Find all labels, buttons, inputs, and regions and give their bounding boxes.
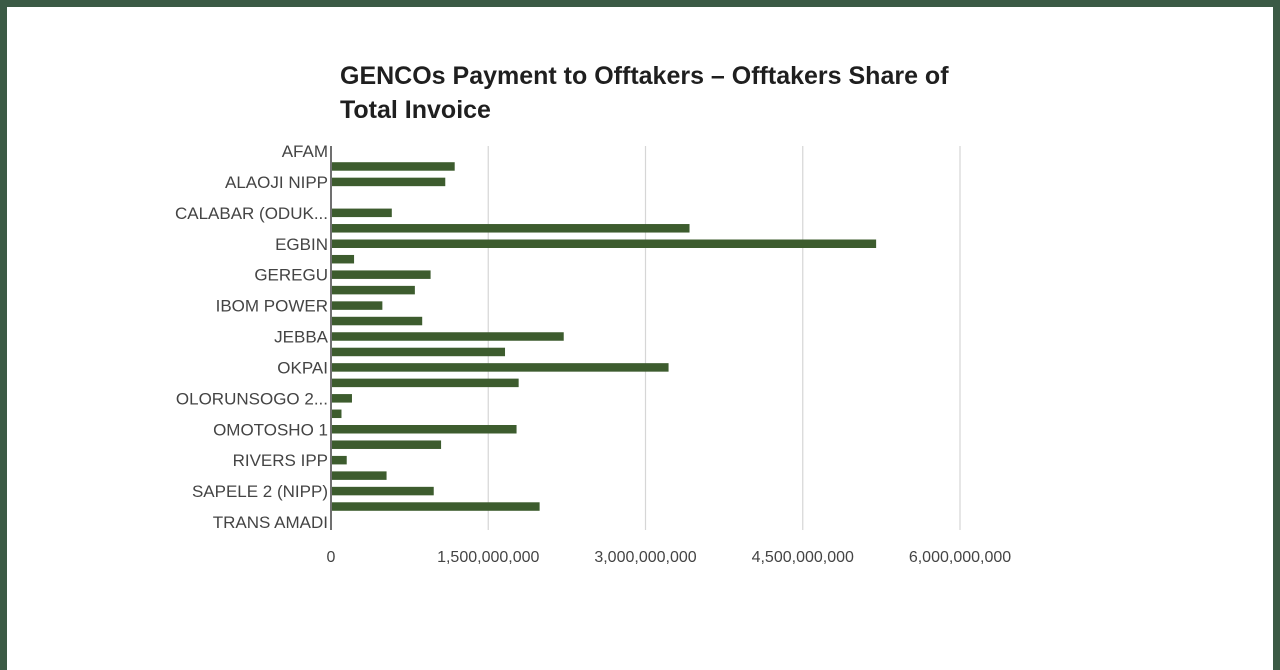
bars (332, 162, 877, 511)
bar (332, 208, 392, 218)
bar (332, 378, 519, 388)
x-tick-label: 1,500,000,000 (437, 549, 539, 566)
category-label: OKPAI (277, 358, 328, 377)
x-tick-label: 6,000,000,000 (909, 549, 1011, 566)
category-label: TRANS AMADI (213, 513, 328, 532)
bar (332, 363, 669, 372)
category-label: JEBBA (274, 328, 329, 347)
category-label: OMOTOSHO 1 (213, 420, 328, 439)
bar (332, 486, 434, 496)
category-label: AFAM (282, 142, 328, 161)
bar (332, 270, 431, 279)
bar-chart: AFAM ALAOJI NIPP CALABAR (ODUK... EGBIN GERE… (175, 142, 1012, 566)
category-label: GEREGU (254, 266, 328, 285)
bar (332, 285, 415, 295)
category-label: CALABAR (ODUK... (175, 204, 328, 223)
bar (332, 425, 517, 434)
bar (332, 409, 342, 419)
bar (332, 301, 383, 310)
bar (332, 162, 455, 171)
x-tick-label: 4,500,000,000 (752, 549, 854, 566)
bar (332, 347, 506, 357)
category-label: ALAOJI NIPP (225, 173, 328, 192)
bar (332, 394, 352, 403)
bar (332, 239, 877, 248)
category-label: IBOM POWER (216, 297, 328, 316)
category-label: EGBIN (275, 235, 328, 254)
category-label: RIVERS IPP (233, 451, 328, 470)
x-tick-labels: 0 1,500,000,000 3,000,000,000 4,500,000,000… (327, 549, 1012, 566)
bar (332, 502, 540, 511)
bar (332, 440, 442, 449)
bar (332, 254, 355, 264)
bar (332, 177, 446, 187)
category-label: SAPELE 2 (NIPP) (192, 482, 328, 501)
bar (332, 332, 564, 341)
bar (332, 224, 690, 233)
x-tick-label: 3,000,000,000 (594, 549, 696, 566)
x-tick-label: 0 (327, 549, 336, 566)
category-label: OLORUNSOGO 2... (176, 389, 328, 408)
category-labels: AFAM ALAOJI NIPP CALABAR (ODUK... EGBIN GERE… (175, 142, 329, 532)
bar (332, 316, 423, 326)
bar (332, 471, 387, 480)
bar (332, 455, 347, 465)
chart-title: GENCOs Payment to Offtakers – Offtakers … (340, 62, 949, 124)
